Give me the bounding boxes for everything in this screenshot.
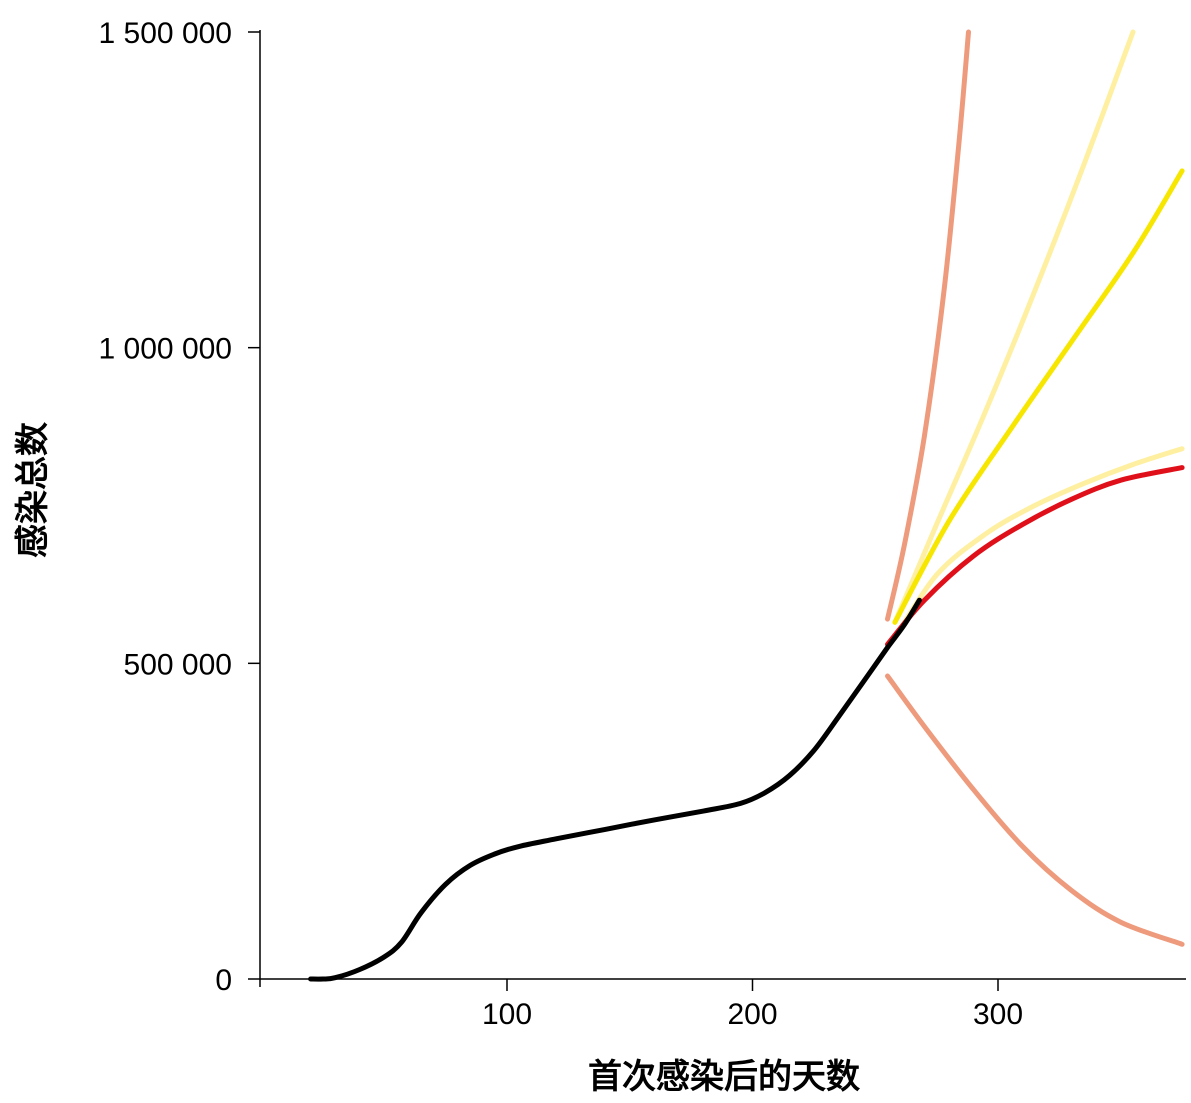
series-line-observed bbox=[308, 597, 922, 982]
x-tick-label: 100 bbox=[482, 998, 532, 1031]
series-line-projection bbox=[892, 446, 1185, 641]
x-tick-label: 300 bbox=[973, 998, 1023, 1031]
y-tick-label: 500 000 bbox=[124, 648, 232, 681]
axes bbox=[259, 30, 1186, 987]
y-tick-label: 1 500 000 bbox=[99, 17, 232, 50]
y-tick-label: 1 000 000 bbox=[99, 333, 232, 366]
x-axis-title: 首次感染后的天数 bbox=[588, 1057, 860, 1097]
y-axis-title: 感染总数 bbox=[13, 422, 53, 558]
series-line-projection bbox=[885, 29, 971, 622]
series-line-projection bbox=[892, 168, 1185, 625]
x-tick-label: 200 bbox=[727, 998, 777, 1031]
series-line-projection bbox=[885, 673, 1185, 947]
y-tick-label: 0 bbox=[215, 964, 232, 997]
series-line-projection bbox=[885, 465, 1185, 647]
series-group bbox=[308, 29, 1185, 982]
series-line-projection bbox=[892, 29, 1136, 625]
ticks: 0 500 000 1 000 000 1 500 000 100 200 300 bbox=[99, 17, 1024, 1031]
